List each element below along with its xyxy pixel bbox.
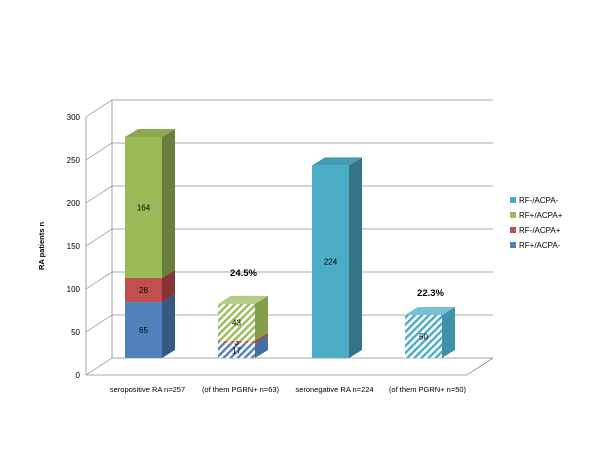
data-label: 164 <box>137 204 151 213</box>
bars: 65 28 164 173 43 224 50 <box>125 128 455 358</box>
bar-segment-rf-acpa--2 <box>312 157 362 358</box>
floor-front-edge <box>86 357 494 376</box>
annotations: 24.5% 22.3% <box>230 268 444 299</box>
legend-swatch <box>510 197 516 203</box>
category-label: (of them PGRN+ n=50) <box>389 385 467 394</box>
data-label: 17 <box>232 347 241 356</box>
bar-segment-rf-acpa--1 <box>218 332 268 344</box>
data-label: 224 <box>324 258 338 267</box>
grid <box>85 99 494 376</box>
legend-item: RF+/ACPA- <box>510 241 561 250</box>
bar-segment-rf-acpa--1 <box>218 335 268 358</box>
bar-segment-rf-acpa--0 <box>125 128 175 279</box>
bar-segment-rf-acpa--3 <box>405 307 455 358</box>
category-labels: seropositive RA n=257 (of them PGRN+ n=63… <box>110 385 467 394</box>
y-tick-label: 50 <box>71 328 80 337</box>
bar-segment-rf-acpa--0 <box>125 270 175 303</box>
data-label: 43 <box>232 318 241 327</box>
legend-label: RF-/ACPA- <box>519 196 559 205</box>
legend-item: RF-/ACPA+ <box>510 226 561 235</box>
percentage-annotation: 22.3% <box>417 288 444 299</box>
y-tick-label: 150 <box>67 242 81 251</box>
category-label: seronegative RA n=224 <box>295 385 373 394</box>
data-label: 28 <box>139 286 148 295</box>
legend: RF-/ACPA- RF+/ACPA+ RF-/ACPA+ RF+/ACPA- <box>510 196 563 250</box>
y-tick-label: 100 <box>67 285 81 294</box>
y-tick-label: 0 <box>76 371 81 380</box>
data-label: 50 <box>419 333 428 342</box>
legend-item: RF-/ACPA- <box>510 196 559 205</box>
gridline-0 <box>85 357 493 376</box>
y-axis-ticks: 0 50 100 150 200 250 300 <box>67 113 81 380</box>
y-tick-label: 300 <box>67 113 81 122</box>
legend-item: RF+/ACPA+ <box>510 211 563 220</box>
legend-label: RF+/ACPA+ <box>519 211 563 220</box>
legend-label: RF+/ACPA- <box>519 241 561 250</box>
bar-segment-rf-acpa--1 <box>218 295 268 341</box>
data-label: 65 <box>139 326 148 335</box>
legend-swatch <box>510 212 516 218</box>
category-label: seropositive RA n=257 <box>110 385 185 394</box>
gridline-6 <box>85 99 493 118</box>
legend-swatch <box>510 242 516 248</box>
category-label: (of them PGRN+ n=63) <box>202 385 280 394</box>
bar-segment-rf-acpa--0 <box>125 294 175 358</box>
y-axis-label: RA patients n <box>37 222 46 270</box>
legend-swatch <box>510 227 516 233</box>
data-label: 3 <box>234 338 239 347</box>
percentage-annotation: 24.5% <box>230 268 257 279</box>
legend-label: RF-/ACPA+ <box>519 226 561 235</box>
y-tick-label: 250 <box>67 156 81 165</box>
y-tick-label: 200 <box>67 199 81 208</box>
